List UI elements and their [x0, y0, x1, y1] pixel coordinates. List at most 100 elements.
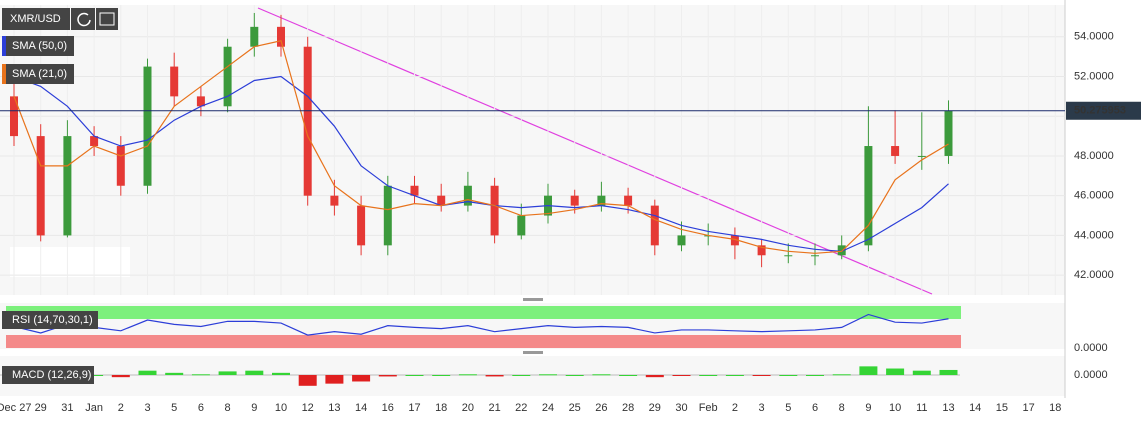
rsi-oversold-band [6, 335, 961, 348]
x-tick-label: 25 [569, 402, 581, 414]
macd-bar [111, 375, 130, 378]
macd-bar [939, 369, 958, 375]
x-tick-label: 26 [595, 402, 607, 414]
x-tick-label: 30 [675, 402, 687, 414]
rsi-box[interactable] [2, 311, 98, 329]
macd-bar [191, 374, 210, 376]
candle-body [597, 195, 606, 206]
macd-bar [245, 370, 264, 375]
macd-bar [859, 366, 878, 375]
refresh-icon [77, 12, 91, 27]
macd-bar [672, 375, 691, 376]
candle-body [143, 66, 152, 186]
pane-divider[interactable] [523, 298, 543, 301]
candle-body [517, 215, 526, 236]
x-tick-label: 9 [251, 402, 257, 414]
candle-body [864, 146, 873, 246]
macd-bar [619, 375, 638, 376]
candle-body [944, 110, 953, 156]
x-tick-label: 2 [732, 402, 738, 414]
x-tick-label: 17 [1022, 402, 1034, 414]
trend-line [257, 7, 933, 295]
symbol-box[interactable] [2, 8, 70, 30]
candle-body [650, 205, 659, 246]
x-tick-label: 8 [839, 402, 845, 414]
candle-body [570, 195, 579, 206]
refresh-button[interactable] [71, 8, 95, 30]
macd-bar [725, 375, 744, 376]
candle-body [624, 195, 633, 206]
x-tick-label: 20 [462, 402, 474, 414]
y-tick-label: 52.0000 [1074, 70, 1114, 82]
sma50-box[interactable] [2, 36, 74, 56]
x-tick-label: 5 [171, 402, 177, 414]
macd-bar [432, 375, 451, 376]
main-pane [0, 5, 1065, 295]
x-tick-label: 3 [759, 402, 765, 414]
x-tick-label: 2 [118, 402, 124, 414]
y-tick-label: 0.0000 [1074, 342, 1108, 354]
x-tick-label: 15 [996, 402, 1008, 414]
macd-bar [912, 370, 931, 375]
candle-body [116, 146, 125, 186]
macd-bar [565, 375, 584, 376]
candle-body [90, 136, 99, 147]
x-tick-label: 10 [889, 402, 901, 414]
legend: XMR/USD SMA (50,0) SMA (21,0) RSI (14,70… [2, 8, 118, 384]
y-tick-label: 42.0000 [1074, 269, 1114, 281]
macd-label: MACD (12,26,9) [12, 369, 91, 381]
x-tick-label: Dec 27 [0, 402, 31, 414]
candle-body [757, 245, 766, 256]
candle-body [303, 46, 312, 196]
x-tick-label: 3 [144, 402, 150, 414]
sma-line [13, 40, 949, 254]
macd-bar [592, 374, 611, 376]
macd-bar [272, 372, 290, 375]
blank-box [10, 247, 130, 277]
candle-body [277, 26, 285, 47]
x-tick-label: 10 [275, 402, 287, 414]
x-tick-label: 29 [35, 402, 47, 414]
macd-pane [0, 356, 1065, 396]
x-tick-label: 29 [649, 402, 661, 414]
sma50-swatch [2, 36, 6, 56]
candle-body [784, 255, 793, 257]
calendar-button[interactable] [96, 8, 118, 30]
x-tick-label: 8 [225, 402, 231, 414]
candle-body [383, 185, 392, 246]
x-tick-label: 9 [865, 402, 871, 414]
macd-bar [645, 375, 664, 378]
symbol: XMR/USD [10, 13, 61, 25]
macd-bar [405, 375, 424, 376]
candle-body [437, 195, 446, 206]
macd-bar [832, 374, 851, 376]
candle-body [811, 255, 819, 257]
pane-divider[interactable] [523, 351, 543, 354]
macd-bar [539, 374, 557, 376]
y-tick-label: 46.0000 [1074, 190, 1114, 202]
candle-body [410, 185, 419, 196]
sma21-box[interactable] [2, 64, 74, 84]
x-tick-label: 11 [916, 402, 927, 414]
x-tick-label: 14 [355, 402, 367, 414]
x-tick-label: 16 [382, 402, 394, 414]
candle-body [63, 136, 72, 236]
macd-bar [378, 375, 397, 377]
x-tick-label: Jan [85, 402, 103, 414]
rsi-label: RSI (14,70,30,1) [12, 314, 93, 326]
macd-box[interactable] [2, 366, 94, 384]
x-tick-label: 28 [622, 402, 634, 414]
sma-line [13, 75, 949, 252]
last-price-label: 50.275953 [1074, 105, 1126, 117]
x-tick-label: 31 [61, 402, 73, 414]
x-tick-label: 21 [488, 402, 500, 414]
x-tick-label: 18 [1049, 402, 1061, 414]
candle-body [330, 195, 339, 206]
x-tick-label: 18 [435, 402, 447, 414]
macd-bar [138, 370, 157, 375]
candle-body [490, 185, 499, 236]
macd-bar [699, 375, 718, 376]
calendar-icon [99, 12, 115, 26]
x-tick-label: 12 [302, 402, 314, 414]
